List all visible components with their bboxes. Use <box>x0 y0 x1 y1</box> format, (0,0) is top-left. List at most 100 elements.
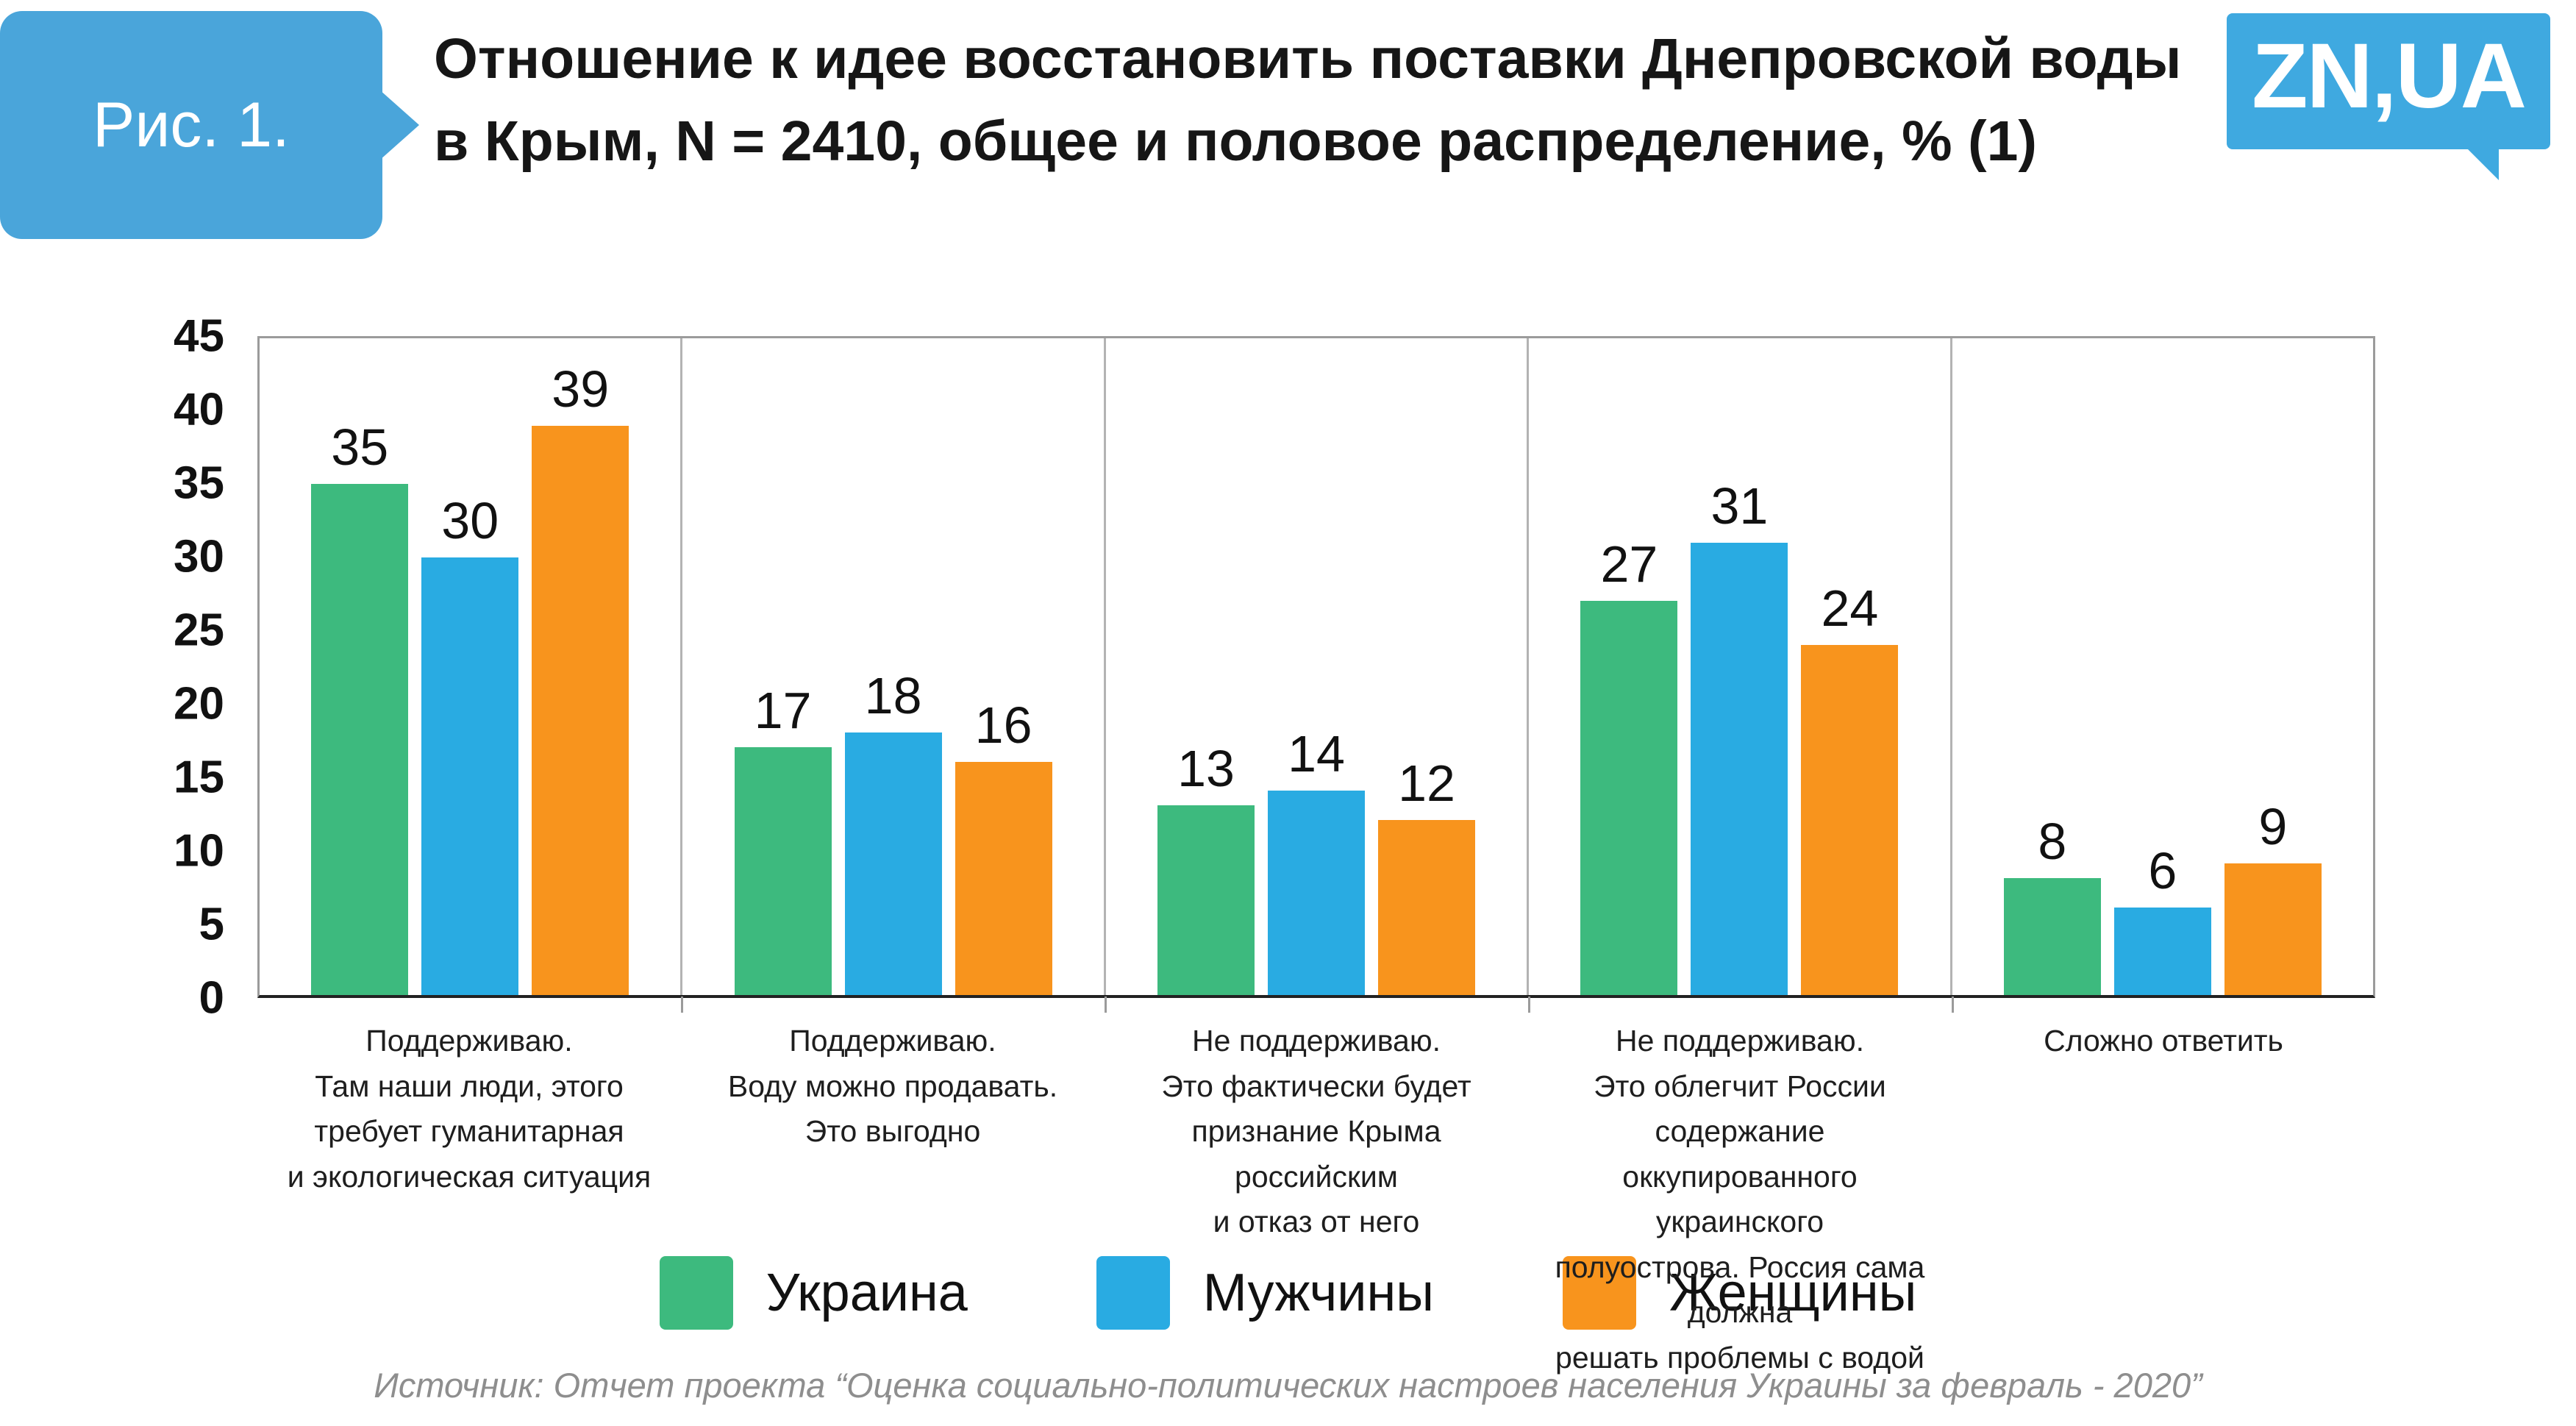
category-label-line: Сложно ответить <box>2044 1024 2283 1058</box>
bar-value-label: 18 <box>864 666 922 724</box>
bar-with-label: 8 <box>2003 338 2101 995</box>
y-tick-label: 40 <box>174 384 224 435</box>
y-tick-label: 20 <box>174 678 224 730</box>
category-label: Сложно ответить <box>1952 1019 2375 1380</box>
bar-with-label: 17 <box>734 338 832 995</box>
plot-area: 35 30 39 17 18 16 13 14 12 27 31 24 8 6 9 <box>257 336 2375 998</box>
x-axis-tick <box>681 997 683 1013</box>
category-label-line: Не поддерживаю. <box>1192 1024 1441 1058</box>
x-axis-tick <box>1952 997 1954 1013</box>
category-label-line: Воду можно продавать. <box>727 1069 1058 1103</box>
bar-Украина <box>734 746 832 995</box>
bar-with-label: 35 <box>311 338 409 995</box>
bar-Женщины <box>532 426 629 995</box>
bar-Женщины <box>2224 863 2322 995</box>
bar-value-label: 13 <box>1177 740 1235 798</box>
y-tick-label: 45 <box>174 310 224 362</box>
category-label-line: Это фактически будет <box>1161 1069 1471 1103</box>
legend-item: Украина <box>659 1256 968 1330</box>
source-note: Источник: Отчет проекта “Оценка социальн… <box>374 1366 2202 1405</box>
bar-with-label: 30 <box>421 338 519 995</box>
category-label-line: Поддерживаю. <box>365 1024 573 1058</box>
legend-label: Мужчины <box>1202 1263 1434 1322</box>
bar-value-label: 6 <box>2148 841 2177 899</box>
bar-value-label: 24 <box>1821 579 1879 637</box>
figure-badge-pointer-icon <box>379 90 419 160</box>
bar-Мужчины <box>421 557 519 995</box>
bar-with-label: 14 <box>1268 338 1366 995</box>
bar-with-label: 16 <box>955 338 1052 995</box>
legend-label: Женщины <box>1669 1263 1917 1322</box>
category-label-line: Это облегчит России содержание <box>1594 1069 1886 1149</box>
bar-value-label: 35 <box>331 418 389 477</box>
bar-Женщины <box>955 761 1052 995</box>
footer: Источник: Отчет проекта “Оценка социальн… <box>0 1365 2576 1405</box>
category-label-line: Поддерживаю. <box>789 1024 996 1058</box>
bar-group: 27 31 24 <box>1529 338 1952 995</box>
bar-value-label: 39 <box>552 360 610 418</box>
bar-with-label: 31 <box>1691 338 1788 995</box>
bar-value-label: 17 <box>754 681 812 739</box>
bar-value-label: 9 <box>2258 798 2288 856</box>
bar-Мужчины <box>844 732 942 995</box>
category-label-line: Это выгодно <box>804 1114 981 1148</box>
bar-value-label: 12 <box>1398 754 1455 812</box>
bar-group: 17 18 16 <box>682 338 1106 995</box>
y-tick-label: 0 <box>199 972 224 1024</box>
y-tick-label: 10 <box>174 825 224 877</box>
category-label-line: и отказ от него <box>1213 1205 1420 1238</box>
bar-with-label: 9 <box>2224 338 2322 995</box>
bar-value-label: 30 <box>441 491 499 549</box>
category-label-line: оккупированного украинского <box>1622 1159 1858 1239</box>
bar-Украина <box>311 484 409 995</box>
legend-item: Мужчины <box>1096 1256 1434 1330</box>
legend-swatch-icon <box>1096 1256 1170 1330</box>
bar-with-label: 12 <box>1378 338 1476 995</box>
bar-group: 13 14 12 <box>1106 338 1530 995</box>
bar-value-label: 14 <box>1288 725 1345 783</box>
x-axis-labels: Поддерживаю. Там наши люди, этого требует … <box>257 1019 2375 1380</box>
bar-Женщины <box>1378 819 1476 995</box>
legend-swatch-icon <box>659 1256 733 1330</box>
bar-with-label: 18 <box>844 338 942 995</box>
znua-logo: ZN,UA <box>2227 13 2550 180</box>
y-tick-label: 25 <box>174 605 224 656</box>
category-label-line: Не поддерживаю. <box>1616 1024 1864 1058</box>
category-label: Не поддерживаю. Это облегчит России содер… <box>1528 1019 1952 1380</box>
bar-Мужчины <box>2113 907 2211 995</box>
bar-with-label: 6 <box>2113 338 2211 995</box>
category-label-line: признание Крыма <box>1191 1114 1441 1148</box>
x-axis-tick <box>1105 997 1107 1013</box>
bar-Украина <box>1580 601 1678 995</box>
bar-with-label: 39 <box>532 338 629 995</box>
category-label-line: Там наши люди, этого <box>315 1069 624 1103</box>
title-line-1: Отношение к идее восстановить поставки Д… <box>434 27 2182 90</box>
bar-chart: 0 5 10 15 20 25 30 35 40 45 35 30 39 17 18 16 13 14 12 27 3… <box>0 311 2576 1375</box>
category-label: Поддерживаю. Воду можно продавать. Это выг… <box>681 1019 1105 1380</box>
bar-with-label: 27 <box>1580 338 1678 995</box>
legend-label: Украина <box>766 1263 968 1322</box>
x-axis-tick <box>1528 997 1530 1013</box>
bar-group: 8 6 9 <box>1952 338 2373 995</box>
znua-logo-text: ZN,UA <box>2252 25 2527 127</box>
bar-Мужчины <box>1691 542 1788 995</box>
bar-Женщины <box>1801 644 1899 995</box>
y-axis: 0 5 10 15 20 25 30 35 40 45 <box>110 311 243 1024</box>
bar-value-label: 8 <box>2038 813 2067 871</box>
bar-value-label: 16 <box>974 696 1032 754</box>
category-label-line: и экологическая ситуация <box>287 1159 652 1194</box>
category-label-line: российским <box>1235 1159 1398 1194</box>
legend-item: Женщины <box>1562 1256 1917 1330</box>
legend-swatch-icon <box>1562 1256 1636 1330</box>
figure-label: Рис. 1. <box>93 89 290 160</box>
category-label-line: полуострова. Россия сама должна <box>1555 1249 1925 1330</box>
page-title: Отношение к идее восстановить поставки Д… <box>434 18 2181 182</box>
bar-Украина <box>2003 878 2101 995</box>
category-label-line: решать проблемы с водой <box>1555 1340 1924 1375</box>
bar-Мужчины <box>1268 791 1366 995</box>
y-tick-label: 30 <box>174 531 224 582</box>
category-label: Не поддерживаю. Это фактически будет призн… <box>1105 1019 1528 1380</box>
category-label-line: требует гуманитарная <box>314 1114 624 1148</box>
y-tick-label: 5 <box>199 899 224 950</box>
y-tick-label: 15 <box>174 752 224 803</box>
